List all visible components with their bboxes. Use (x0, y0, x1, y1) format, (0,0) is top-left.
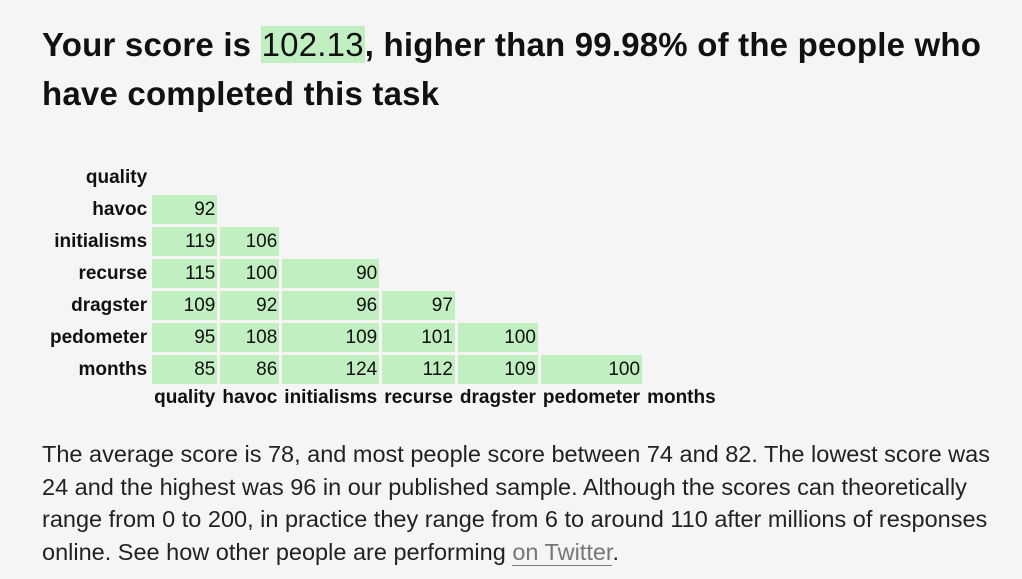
row-label: dragster (71, 294, 148, 316)
matrix-empty-cell (458, 259, 538, 288)
matrix-empty-cell (541, 163, 642, 192)
matrix-cell: 92 (220, 291, 280, 320)
column-label: havoc (222, 387, 278, 408)
matrix-cell: 100 (540, 355, 643, 384)
matrix-empty-cell (382, 227, 455, 256)
matrix-cell: 85 (152, 355, 218, 384)
matrix-cell: 101 (382, 323, 455, 352)
matrix-empty-cell (645, 259, 718, 288)
matrix-row: months 85 86 124 112 109 100 (48, 355, 718, 384)
matrix-empty-cell (645, 291, 718, 320)
column-label: pedometer (542, 387, 641, 408)
matrix-empty-cell (645, 227, 718, 256)
matrix-cell: 115 (152, 259, 218, 288)
matrix-empty-cell (282, 227, 379, 256)
matrix-empty-cell (541, 291, 642, 320)
summary-text: The average score is 78, and most people… (42, 441, 990, 565)
matrix-cell: 119 (152, 227, 218, 256)
column-header-row: quality havoc initialisms recurse dragster pe… (48, 387, 718, 409)
matrix-empty-cell (645, 323, 718, 352)
matrix-row: pedometer 95 108 109 101 100 (48, 323, 718, 352)
matrix-empty-cell (541, 227, 642, 256)
matrix-cell: 109 (152, 291, 218, 320)
matrix-row: havoc 92 (48, 195, 718, 224)
matrix-cell: 100 (457, 323, 538, 352)
matrix-cell: 100 (220, 259, 280, 288)
column-label: recurse (384, 387, 453, 408)
corner-cell (48, 387, 149, 409)
matrix-empty-cell (220, 163, 279, 192)
matrix-empty-cell (382, 163, 455, 192)
matrix-empty-cell (152, 163, 217, 192)
score-heading: Your score is 102.13, higher than 99.98%… (42, 20, 1002, 118)
row-label: recurse (78, 262, 148, 284)
matrix-cell: 112 (382, 355, 455, 384)
score-value: 102.13 (260, 26, 365, 63)
matrix-empty-cell (541, 259, 642, 288)
matrix-empty-cell (458, 291, 538, 320)
matrix-cell: 92 (152, 195, 218, 224)
matrix-empty-cell (282, 195, 379, 224)
row-label: initialisms (54, 230, 148, 252)
matrix-cell: 106 (220, 227, 280, 256)
matrix-row: recurse 115 100 90 (48, 259, 718, 288)
matrix-empty-cell (458, 227, 538, 256)
matrix-empty-cell (282, 163, 379, 192)
matrix-cell: 86 (220, 355, 280, 384)
score-matrix: quality havoc 92 initialisms 119 106 recurse 11… (45, 160, 721, 412)
matrix-row: dragster 109 92 96 97 (48, 291, 718, 320)
matrix-empty-cell (382, 259, 455, 288)
matrix-empty-cell (541, 195, 642, 224)
matrix-row: initialisms 119 106 (48, 227, 718, 256)
column-label: initialisms (284, 387, 378, 408)
row-label: pedometer (50, 326, 148, 348)
matrix-cell: 97 (382, 291, 455, 320)
matrix-empty-cell (220, 195, 279, 224)
matrix-row: quality (48, 163, 718, 192)
twitter-link[interactable]: on Twitter (512, 538, 613, 566)
row-label: months (78, 358, 148, 380)
matrix-cell: 108 (220, 323, 280, 352)
matrix-empty-cell (458, 195, 538, 224)
summary-end: . (612, 538, 619, 565)
matrix-cell: 124 (282, 355, 380, 384)
matrix-empty-cell (382, 195, 455, 224)
column-label: quality (154, 387, 216, 408)
matrix-empty-cell (645, 355, 718, 384)
matrix-cell: 109 (282, 323, 380, 352)
matrix-empty-cell (541, 323, 642, 352)
column-label: dragster (459, 387, 536, 408)
row-label: havoc (92, 198, 148, 220)
heading-prefix: Your score is (42, 26, 261, 63)
row-label: quality (85, 166, 148, 188)
matrix-empty-cell (458, 163, 538, 192)
matrix-cell: 96 (282, 291, 380, 320)
heading-suffix: , higher than 99.98% of the people who h… (42, 26, 982, 112)
matrix-empty-cell (645, 195, 718, 224)
score-summary: The average score is 78, and most people… (42, 438, 1007, 568)
matrix-cell: 90 (282, 259, 380, 288)
column-label: months (647, 387, 716, 408)
matrix-cell: 109 (457, 355, 538, 384)
matrix-cell: 95 (152, 323, 218, 352)
matrix-empty-cell (645, 163, 718, 192)
